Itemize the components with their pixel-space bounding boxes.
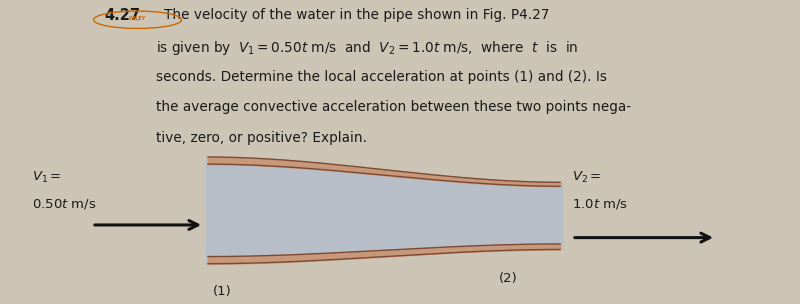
Text: 4.27: 4.27 xyxy=(104,8,140,23)
Text: the average convective acceleration between these two points nega-: the average convective acceleration betw… xyxy=(156,100,631,114)
Text: $V_1 =$: $V_1 =$ xyxy=(32,170,62,185)
Text: (2): (2) xyxy=(498,272,518,285)
Text: The velocity of the water in the pipe shown in Fig. P4.27: The velocity of the water in the pipe sh… xyxy=(164,8,550,22)
Text: (1): (1) xyxy=(213,285,232,298)
Text: tive, zero, or positive? Explain.: tive, zero, or positive? Explain. xyxy=(156,131,367,145)
Text: is given by  $V_1 = 0.50t$ m/s  and  $V_2 = 1.0t$ m/s,  where  $t$  is  in: is given by $V_1 = 0.50t$ m/s and $V_2 =… xyxy=(156,39,578,57)
Text: 1.0$t$ m/s: 1.0$t$ m/s xyxy=(572,196,628,210)
Text: 0.50$t$ m/s: 0.50$t$ m/s xyxy=(32,196,97,210)
Text: $V_2 =$: $V_2 =$ xyxy=(572,170,602,185)
Text: seconds. Determine the local acceleration at points (1) and (2). Is: seconds. Determine the local acceleratio… xyxy=(156,70,607,84)
Text: WILEY: WILEY xyxy=(129,16,146,21)
Text: °: ° xyxy=(136,20,139,25)
